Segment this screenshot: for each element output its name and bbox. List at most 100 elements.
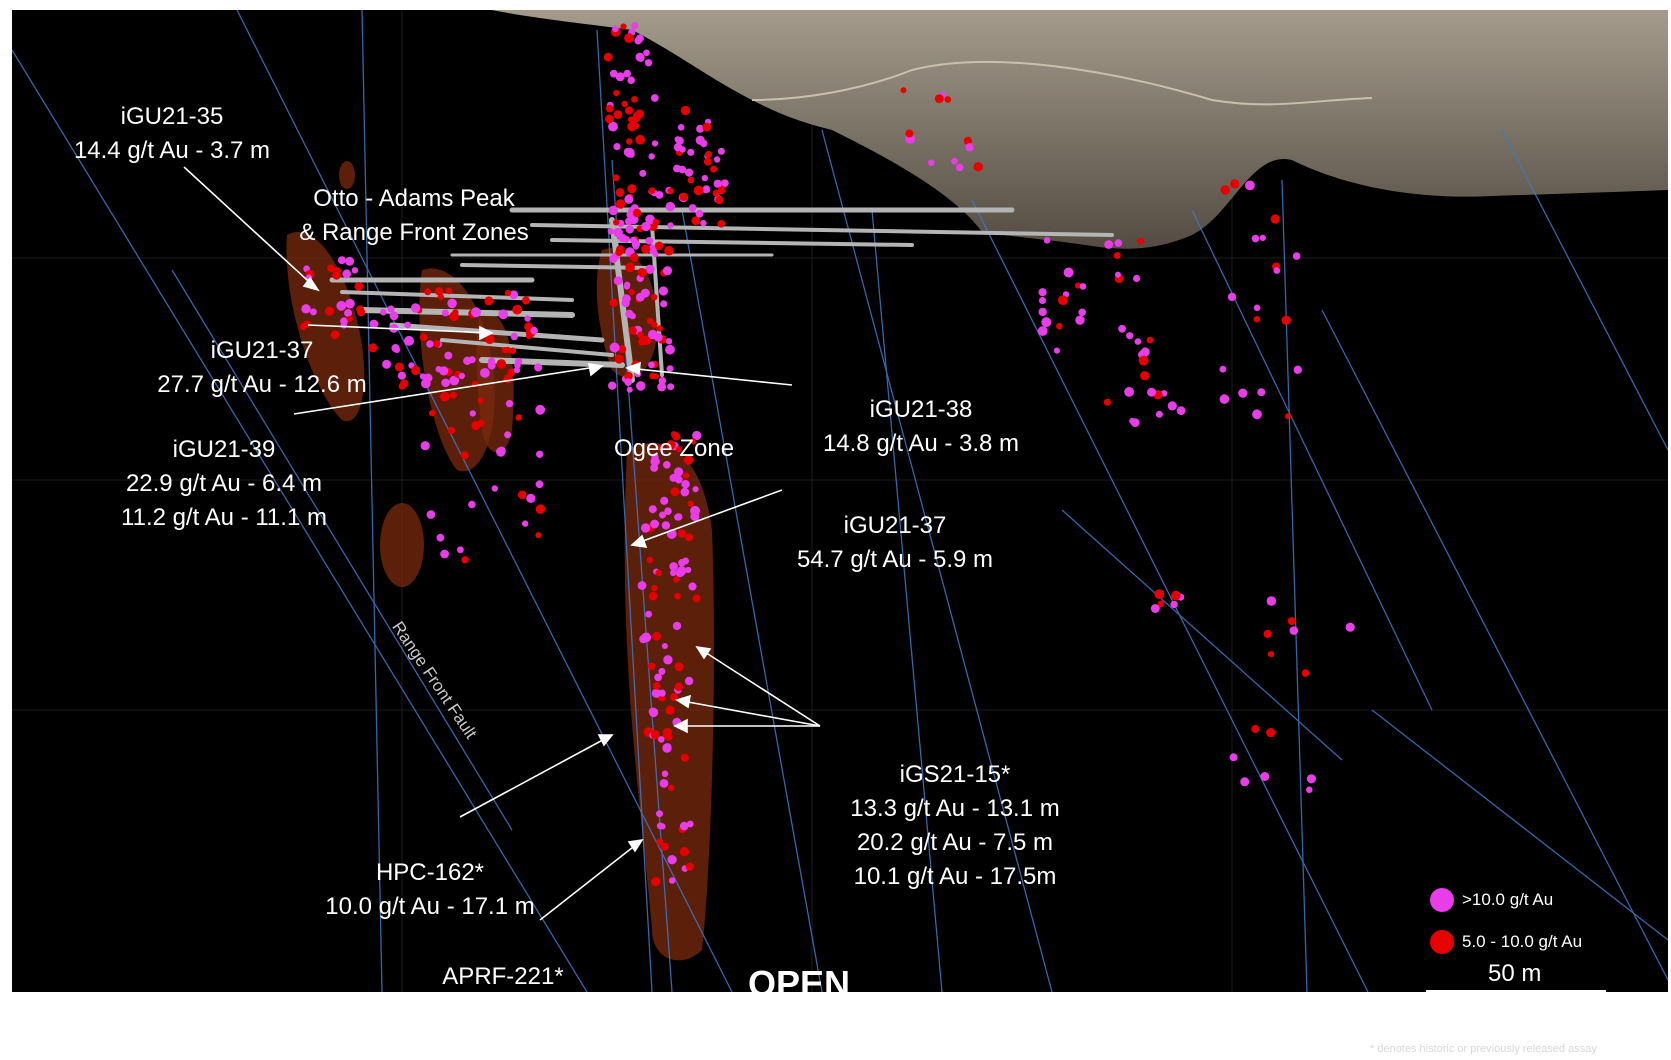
assay-sample bbox=[626, 386, 633, 393]
assay-sample bbox=[1251, 725, 1260, 733]
assay-sample bbox=[685, 862, 695, 871]
assay-sample bbox=[623, 69, 631, 78]
assay-sample bbox=[436, 533, 445, 542]
assay-sample bbox=[635, 381, 646, 391]
assay-sample bbox=[647, 244, 658, 254]
assay-sample bbox=[429, 409, 436, 417]
assay-sample bbox=[640, 523, 651, 533]
assay-sample bbox=[1171, 590, 1181, 601]
assay-sample bbox=[682, 472, 690, 479]
legend-item-mid-grade: 5.0 - 10.0 g/t Au bbox=[1430, 930, 1582, 954]
assay-sample bbox=[683, 454, 694, 465]
assay-sample bbox=[535, 404, 546, 415]
assay-sample bbox=[421, 378, 431, 389]
assay-sample bbox=[692, 486, 699, 493]
assay-sample bbox=[336, 300, 347, 311]
assay-sample bbox=[394, 362, 404, 372]
zone-name-line2: & Range Front Zones bbox=[299, 219, 529, 246]
assay-sample bbox=[679, 847, 690, 857]
assay-sample bbox=[1266, 728, 1276, 738]
assay-sample bbox=[337, 256, 346, 265]
view-direction-note: Looking northeast (070°) bbox=[1415, 1022, 1580, 1039]
assay-sample bbox=[651, 584, 658, 592]
assay-sample bbox=[648, 153, 655, 160]
assay-sample bbox=[672, 621, 682, 631]
assay-sample bbox=[660, 496, 669, 505]
assay-sample bbox=[639, 169, 647, 177]
assay-sample bbox=[457, 546, 464, 554]
label-igu21-39: iGU21-39 22.9 g/t Au - 6.4 m 11.2 g/t Au… bbox=[121, 433, 327, 535]
assay-sample bbox=[613, 227, 623, 238]
assay-sample bbox=[951, 157, 958, 165]
assay-sample bbox=[444, 351, 453, 360]
hole-id: iGU21-37 bbox=[210, 337, 314, 364]
assay-sample bbox=[517, 490, 527, 500]
assay-sample bbox=[605, 104, 614, 113]
scale-label: 50 m bbox=[1488, 960, 1542, 987]
assay-sample bbox=[678, 165, 687, 174]
assay-sample bbox=[672, 432, 681, 441]
assay-sample bbox=[1292, 252, 1301, 260]
assay-sample bbox=[654, 241, 664, 251]
assay-sample bbox=[615, 199, 626, 209]
assay-sample bbox=[685, 533, 694, 542]
assay-sample bbox=[665, 344, 675, 355]
assay-sample bbox=[608, 381, 617, 390]
assay-sample bbox=[1170, 600, 1178, 609]
assay-result: 10.1 g/t Au - 17.5m bbox=[853, 863, 1057, 890]
assay-sample bbox=[641, 244, 651, 254]
assay-sample bbox=[665, 705, 675, 715]
assay-sample bbox=[662, 727, 673, 738]
assay-sample bbox=[400, 379, 409, 388]
assay-sample bbox=[445, 287, 453, 295]
assay-sample bbox=[1306, 786, 1313, 794]
assay-sample bbox=[702, 122, 712, 132]
assay-sample bbox=[1219, 394, 1230, 404]
assay-sample bbox=[1267, 651, 1275, 658]
assay-sample bbox=[674, 513, 682, 521]
label-igu21-38: iGU21-38 14.8 g/t Au - 3.8 m bbox=[823, 393, 1019, 461]
assay-sample bbox=[667, 383, 675, 391]
assay-sample bbox=[1253, 304, 1261, 312]
assay-sample bbox=[507, 368, 516, 377]
assay-sample bbox=[658, 689, 666, 697]
assay-sample bbox=[484, 296, 494, 306]
assay-sample bbox=[514, 357, 523, 366]
zone-name: Ogee Zone bbox=[613, 435, 735, 462]
assay-sample bbox=[424, 288, 432, 296]
assay-sample bbox=[670, 692, 679, 702]
assay-sample bbox=[659, 694, 666, 702]
assay-sample bbox=[646, 317, 654, 325]
assay-sample bbox=[484, 334, 495, 345]
assay-sample bbox=[526, 493, 536, 503]
assay-sample bbox=[624, 194, 634, 204]
assay-sample bbox=[713, 179, 722, 188]
assay-sample bbox=[654, 673, 662, 682]
assay-sample bbox=[468, 500, 476, 509]
assay-sample bbox=[609, 69, 618, 78]
assay-sample bbox=[645, 610, 652, 618]
assay-sample bbox=[504, 346, 511, 354]
assay-sample bbox=[447, 426, 456, 434]
assay-sample bbox=[659, 779, 669, 788]
assay-sample bbox=[695, 209, 704, 218]
assay-sample bbox=[628, 288, 635, 296]
assay-sample bbox=[630, 253, 639, 262]
assay-sample bbox=[668, 784, 675, 791]
assay-sample bbox=[1079, 283, 1087, 290]
assay-sample bbox=[661, 770, 669, 778]
assay-sample bbox=[651, 877, 661, 887]
assay-sample bbox=[646, 556, 654, 564]
assay-sample bbox=[640, 288, 650, 298]
assay-sample bbox=[608, 205, 619, 216]
assay-sample bbox=[440, 549, 449, 559]
assay-sample bbox=[675, 136, 684, 145]
assay-sample bbox=[1058, 295, 1068, 306]
assay-sample bbox=[622, 294, 631, 304]
assay-sample bbox=[648, 329, 658, 340]
assay-sample bbox=[635, 134, 645, 145]
label-igu21-37-lower: iGU21-37 54.7 g/t Au - 5.9 m bbox=[797, 509, 993, 577]
assay-sample bbox=[1263, 629, 1272, 639]
hole-id: iGU21-37 bbox=[843, 512, 947, 539]
assay-sample bbox=[1273, 267, 1281, 274]
